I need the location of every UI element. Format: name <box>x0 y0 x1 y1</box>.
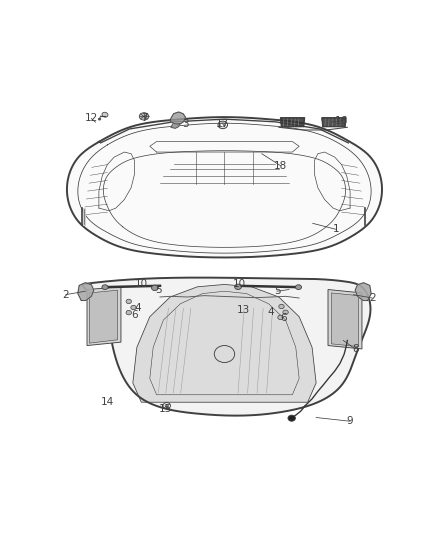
Polygon shape <box>133 285 316 402</box>
Text: 6: 6 <box>131 310 138 320</box>
Text: 14: 14 <box>101 397 114 407</box>
Ellipse shape <box>126 310 131 315</box>
Ellipse shape <box>102 112 108 117</box>
Text: 1: 1 <box>333 224 340 235</box>
Ellipse shape <box>152 285 158 290</box>
Text: 15: 15 <box>159 404 172 414</box>
Ellipse shape <box>279 304 284 309</box>
Ellipse shape <box>126 299 131 304</box>
Text: 9: 9 <box>347 416 353 426</box>
Text: 2: 2 <box>63 289 69 300</box>
Text: 6: 6 <box>281 313 287 324</box>
Ellipse shape <box>235 284 241 289</box>
Text: 18: 18 <box>274 160 287 171</box>
Ellipse shape <box>278 315 283 320</box>
Polygon shape <box>171 124 180 128</box>
Text: 2: 2 <box>369 293 375 303</box>
Text: 13: 13 <box>237 305 250 315</box>
Polygon shape <box>322 118 346 127</box>
Text: 10: 10 <box>135 279 148 289</box>
Text: 17: 17 <box>216 119 230 129</box>
Text: 10: 10 <box>233 279 246 289</box>
Text: 12: 12 <box>85 114 98 124</box>
Text: 7: 7 <box>141 113 148 123</box>
Ellipse shape <box>288 415 295 421</box>
Polygon shape <box>78 282 94 301</box>
Ellipse shape <box>131 305 136 310</box>
Ellipse shape <box>102 285 108 289</box>
Polygon shape <box>170 112 185 124</box>
Text: 16: 16 <box>335 116 348 126</box>
Polygon shape <box>67 117 382 257</box>
Polygon shape <box>82 278 371 416</box>
Polygon shape <box>89 290 117 343</box>
Polygon shape <box>280 118 304 127</box>
Text: 5: 5 <box>274 286 280 296</box>
Polygon shape <box>355 282 371 301</box>
Polygon shape <box>332 293 359 346</box>
Polygon shape <box>87 287 121 345</box>
Ellipse shape <box>295 285 301 289</box>
Ellipse shape <box>139 112 149 120</box>
Text: 4: 4 <box>134 303 141 313</box>
Text: 5: 5 <box>155 285 162 295</box>
Text: 8: 8 <box>352 344 358 354</box>
Text: 4: 4 <box>267 306 274 317</box>
Ellipse shape <box>283 310 288 314</box>
Ellipse shape <box>98 118 101 120</box>
Polygon shape <box>328 289 362 349</box>
Text: 3: 3 <box>182 119 189 129</box>
